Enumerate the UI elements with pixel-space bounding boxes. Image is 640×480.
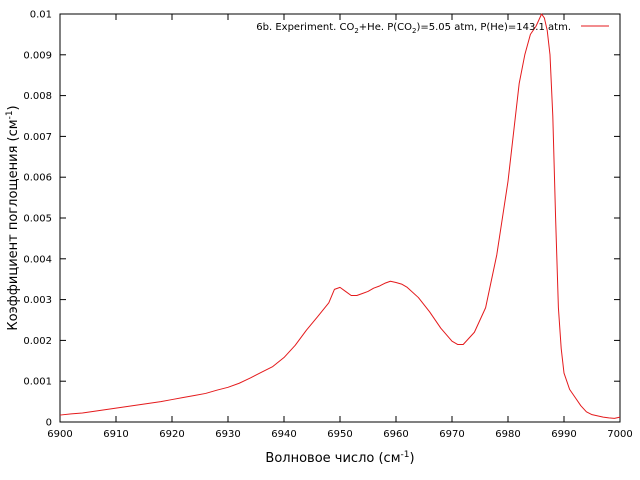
y-tick-label: 0.01 — [30, 10, 52, 21]
x-tick-label: 6910 — [103, 429, 128, 440]
y-tick-label: 0.006 — [23, 173, 52, 184]
x-tick-label: 6950 — [327, 429, 352, 440]
axis-ticks: 6900 6910 6920 6930 6940 6950 6960 6970 6980 6990… — [23, 10, 632, 441]
legend: 6b. Experiment. CO2+He. P(CO2)=5.05 atm,… — [256, 22, 609, 35]
series-line — [59, 13, 621, 419]
y-tick-label: 0.002 — [23, 336, 52, 347]
y-tick-label: 0.001 — [23, 377, 52, 388]
legend-label: 6b. Experiment. CO2+He. P(CO2)=5.05 atm,… — [256, 22, 571, 35]
y-tick-label: 0.003 — [23, 295, 52, 306]
y-axis-title: Коэффициент поглощения (см-1) — [5, 105, 21, 330]
x-axis-title: Волновое число (см-1) — [265, 450, 414, 466]
x-tick-label: 6930 — [215, 429, 240, 440]
y-tick-label: 0.005 — [23, 214, 52, 225]
x-tick-label: 6990 — [551, 429, 576, 440]
y-tick-label: 0.008 — [23, 91, 52, 102]
x-tick-label: 6900 — [47, 429, 72, 440]
y-tick-label: 0.007 — [23, 132, 52, 143]
x-tick-label: 6940 — [271, 429, 296, 440]
x-tick-label: 7000 — [607, 429, 632, 440]
x-tick-label: 6980 — [495, 429, 520, 440]
y-tick-label: 0.004 — [23, 254, 52, 265]
x-tick-label: 6960 — [383, 429, 408, 440]
y-tick-label: 0.009 — [23, 50, 52, 61]
series-layer — [59, 13, 621, 419]
x-tick-label: 6970 — [439, 429, 464, 440]
x-tick-label: 6920 — [159, 429, 184, 440]
plot-frame — [59, 13, 621, 423]
y-tick-label: 0 — [46, 418, 52, 429]
